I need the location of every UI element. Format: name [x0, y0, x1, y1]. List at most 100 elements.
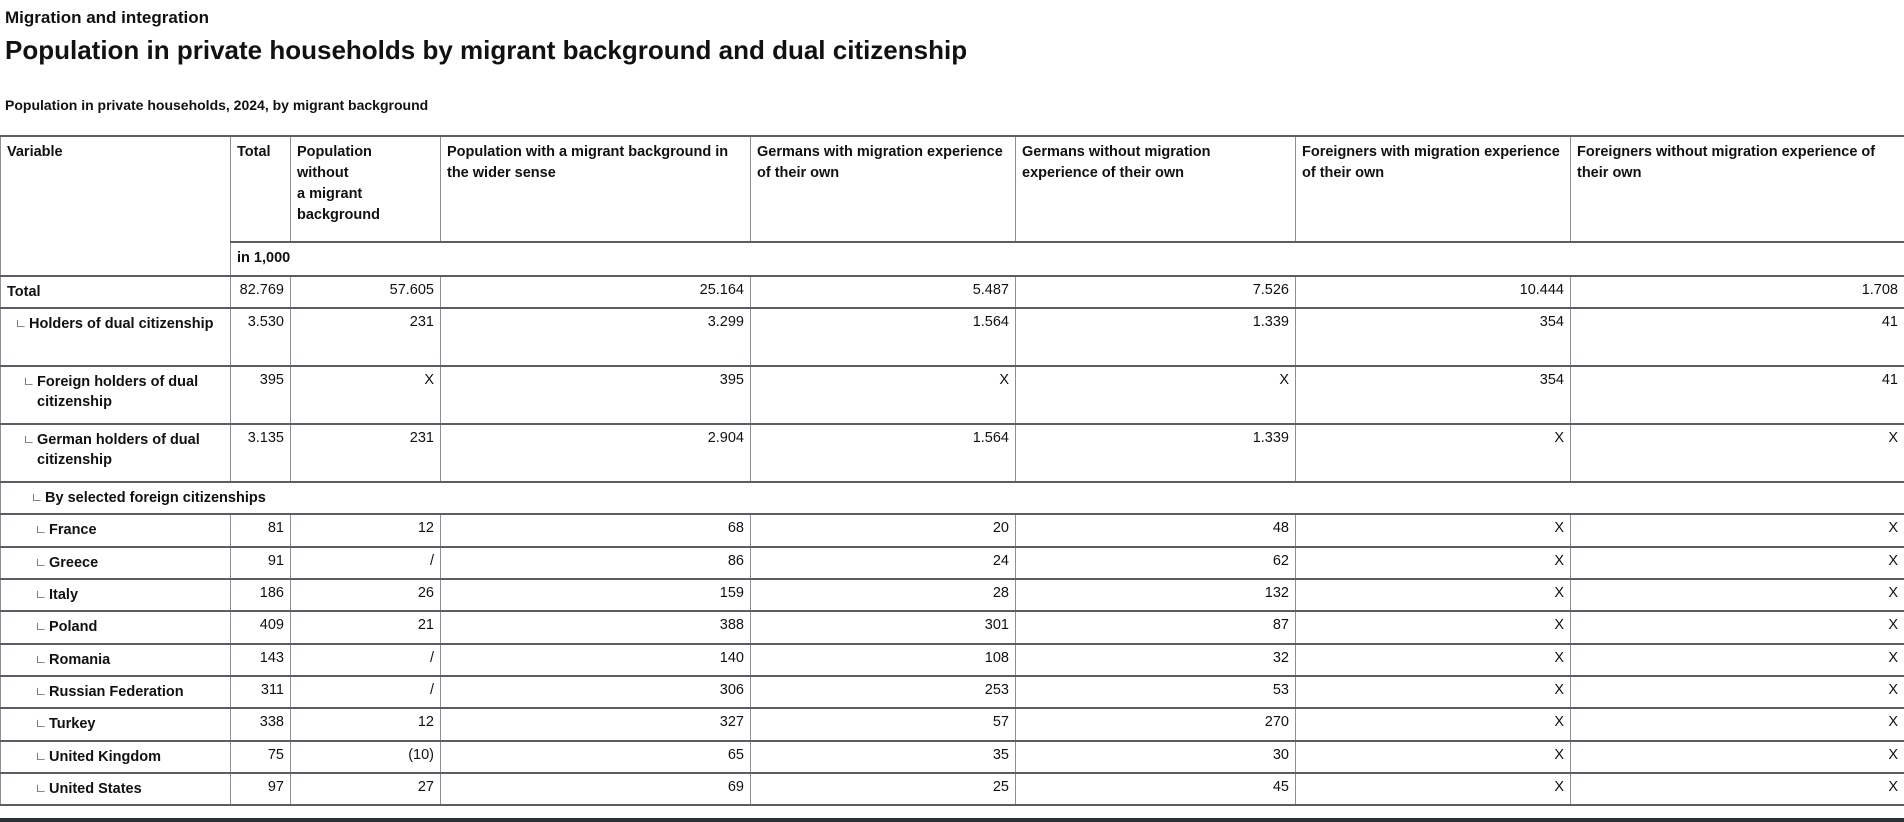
header-row: Variable Total Population without a migr… — [0, 134, 1904, 277]
value-cell: (10) — [290, 739, 441, 774]
value-cell: 409 — [230, 610, 291, 645]
table-row: Total 82.769 57.605 25.164 5.487 7.526 10.444 1… — [0, 274, 1904, 310]
table-row: ∟ France 81 12 68 20 48 X X — [0, 513, 1904, 548]
row-label: Greece — [49, 554, 99, 571]
value-cell: 132 — [1015, 578, 1296, 613]
value-cell: 306 — [440, 674, 751, 710]
col-header-germans-with-experience: Germans with migration experience of the… — [750, 134, 1016, 243]
value-cell: 45 — [1015, 771, 1296, 807]
row-label: German holders of dual citizenship — [37, 432, 200, 469]
col-header-total: Total — [230, 134, 291, 243]
row-label-cell: ∟ German holders of dual citizenship — [0, 423, 231, 484]
value-cell: 27 — [290, 771, 441, 807]
value-cell: 25.164 — [440, 274, 751, 310]
value-cell: 68 — [440, 513, 751, 548]
data-table: Variable Total Population without a migr… — [0, 134, 1904, 807]
value-cell: 5.487 — [750, 274, 1016, 310]
value-cell: 53 — [1015, 674, 1296, 710]
value-cell: X — [1295, 545, 1571, 581]
hierarchy-marker-icon: ∟ — [31, 490, 43, 505]
hierarchy-marker-icon: ∟ — [15, 316, 27, 331]
row-label: Foreign holders of dual citizenship — [37, 374, 199, 411]
value-cell: X — [1295, 771, 1571, 807]
value-cell: X — [1570, 771, 1904, 807]
value-cell: X — [750, 365, 1016, 426]
value-cell: 81 — [230, 513, 291, 548]
value-cell: 12 — [290, 513, 441, 548]
value-cell: / — [290, 545, 441, 581]
value-cell: 24 — [750, 545, 1016, 581]
value-cell: X — [1295, 674, 1571, 710]
value-cell: 354 — [1295, 365, 1571, 426]
value-cell: 20 — [750, 513, 1016, 548]
value-cell: 3.135 — [230, 423, 291, 484]
value-cell: X — [1570, 674, 1904, 710]
table-subtitle: Population in private households, 2024, … — [5, 96, 429, 113]
unit-label: in 1,000 — [230, 240, 1904, 277]
value-cell: 270 — [1015, 707, 1296, 742]
value-cell: 48 — [1015, 513, 1296, 548]
row-label-cell: ∟ Romania — [0, 642, 231, 677]
value-cell: 1.339 — [1015, 307, 1296, 368]
value-cell: 159 — [440, 578, 751, 613]
unit-row: in 1,000 — [1, 240, 1904, 277]
table-row: ∟ Poland 409 21 388 301 87 X X — [0, 610, 1904, 645]
cutoff-next-row-bar — [0, 818, 1904, 822]
row-label: United Kingdom — [49, 748, 161, 765]
hierarchy-marker-icon: ∟ — [35, 587, 47, 602]
value-cell: X — [1570, 642, 1904, 677]
table-row: ∟ Russian Federation 311/306 253 53 X X — [0, 674, 1904, 710]
value-cell: X — [1570, 513, 1904, 548]
value-cell: X — [1295, 739, 1571, 774]
row-label: Poland — [49, 619, 98, 636]
hierarchy-marker-icon: ∟ — [35, 716, 47, 731]
hierarchy-marker-icon: ∟ — [35, 619, 47, 634]
value-cell: 28 — [750, 578, 1016, 613]
value-cell: X — [1295, 707, 1571, 742]
value-cell: 87 — [1015, 610, 1296, 645]
hierarchy-marker-icon: ∟ — [35, 748, 47, 763]
row-label-cell: ∟ United States — [0, 771, 231, 807]
value-cell: 57 — [750, 707, 1016, 742]
value-cell: 1.339 — [1015, 423, 1296, 484]
value-cell: X — [1570, 545, 1904, 581]
row-label: By selected foreign citizenships — [45, 490, 266, 507]
value-cell: X — [1570, 739, 1904, 774]
value-cell: X — [1295, 610, 1571, 645]
value-cell: 231 — [290, 307, 441, 368]
value-cell: 12 — [290, 707, 441, 742]
table-row: ∟ Foreign holders of dual citizenship 395 X… — [0, 365, 1904, 426]
row-label: France — [49, 522, 97, 539]
value-cell: 7.526 — [1015, 274, 1296, 310]
value-cell: 327 — [440, 707, 751, 742]
hierarchy-marker-icon: ∟ — [35, 683, 47, 698]
value-cell: 2.904 — [440, 423, 751, 484]
col-header-with-background-wider: Population with a migrant background in … — [440, 134, 751, 243]
row-label-cell: ∟ France — [0, 513, 231, 548]
value-cell: 395 — [230, 365, 291, 426]
row-label: Turkey — [49, 716, 96, 733]
value-cell: 25 — [750, 771, 1016, 807]
value-cell: 338 — [230, 707, 291, 742]
value-cell: 91 — [230, 545, 291, 581]
page-header: Migration and integration Population in … — [0, 0, 1904, 113]
value-cell: 143 — [230, 642, 291, 677]
row-label-cell: ∟ United Kingdom — [0, 739, 231, 774]
hierarchy-marker-icon: ∟ — [35, 554, 47, 569]
table-row: ∟ Greece 91/86 24 62 X X — [0, 545, 1904, 581]
table-row: ∟ Holders of dual citizenship 3.530 231 3.29… — [0, 307, 1904, 368]
value-cell: X — [1295, 578, 1571, 613]
row-label-cell: ∟ Poland — [0, 610, 231, 645]
value-cell: 65 — [440, 739, 751, 774]
value-cell: X — [1570, 578, 1904, 613]
value-cell: 75 — [230, 739, 291, 774]
value-cell: X — [1570, 423, 1904, 484]
value-cell: 32 — [1015, 642, 1296, 677]
hierarchy-marker-icon: ∟ — [35, 780, 47, 795]
col-header-variable: Variable — [0, 134, 231, 277]
section-row: ∟ By selected foreign citizenships — [0, 481, 1904, 516]
value-cell: X — [1015, 365, 1296, 426]
value-cell: 1.564 — [750, 307, 1016, 368]
value-cell: 21 — [290, 610, 441, 645]
table-row: ∟ Turkey 338 12 327 57 270 X X — [0, 707, 1904, 742]
